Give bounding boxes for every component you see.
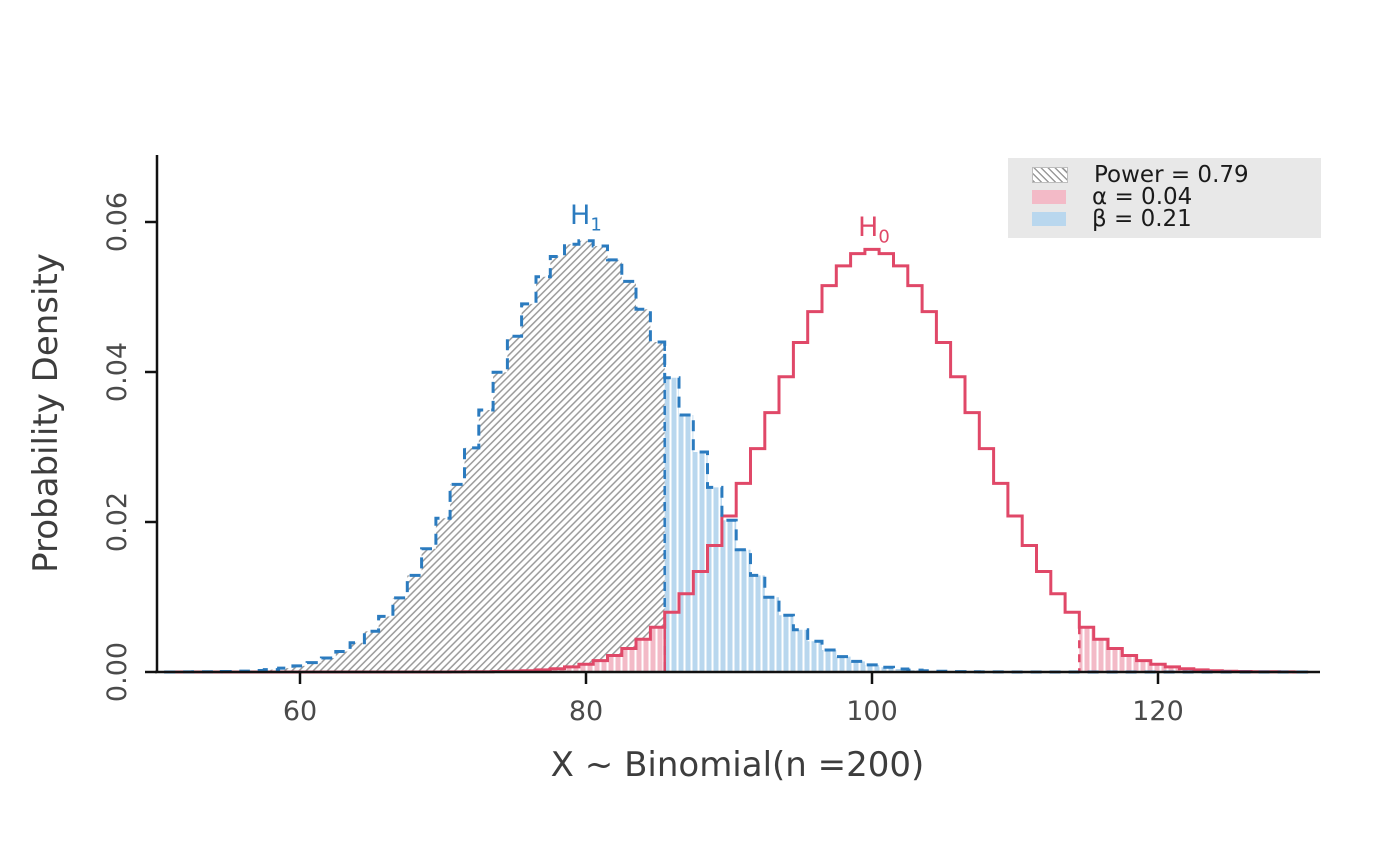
y-tick-label: 0.02 xyxy=(102,492,133,552)
h1-label-text: H xyxy=(570,200,591,231)
h1-label-sub: 1 xyxy=(590,214,602,236)
beta-swatch xyxy=(1032,212,1066,226)
h0-curve-label: H0 xyxy=(858,212,890,247)
y-tick-label: 0.04 xyxy=(102,342,133,402)
legend-label-alpha: α = 0.04 xyxy=(1092,184,1193,210)
x-tick-label: 60 xyxy=(283,696,317,727)
x-tick-label: 100 xyxy=(846,696,898,727)
alpha-swatch xyxy=(1032,190,1066,204)
x-axis-title: X ~ Binomial(n =200) xyxy=(550,745,925,785)
legend: Power = 0.79 α = 0.04 β = 0.21 xyxy=(1008,158,1321,238)
x-tick-label: 80 xyxy=(569,696,603,727)
h0-label-text: H xyxy=(858,212,879,243)
y-tick-label: 0.00 xyxy=(102,642,133,702)
legend-item-beta: β = 0.21 xyxy=(1008,206,1321,232)
legend-label-beta: β = 0.21 xyxy=(1092,206,1192,232)
power-region xyxy=(164,240,665,672)
power-swatch xyxy=(1032,167,1068,183)
beta-region xyxy=(664,377,1309,672)
y-tick-label: 0.06 xyxy=(102,192,133,252)
legend-item-alpha: α = 0.04 xyxy=(1008,184,1321,210)
h0-label-sub: 0 xyxy=(878,226,890,248)
legend-item-power: Power = 0.79 xyxy=(1008,162,1321,188)
alpha-region-lower xyxy=(164,627,665,672)
y-axis-ticks: 0.00 0.02 0.04 0.06 xyxy=(102,192,157,702)
y-axis-title: Probability Density xyxy=(26,253,66,573)
x-axis-ticks: 60 80 100 120 xyxy=(283,672,1184,727)
legend-label-power: Power = 0.79 xyxy=(1094,162,1249,188)
x-tick-label: 120 xyxy=(1132,696,1184,727)
h1-curve-label: H1 xyxy=(570,200,602,235)
